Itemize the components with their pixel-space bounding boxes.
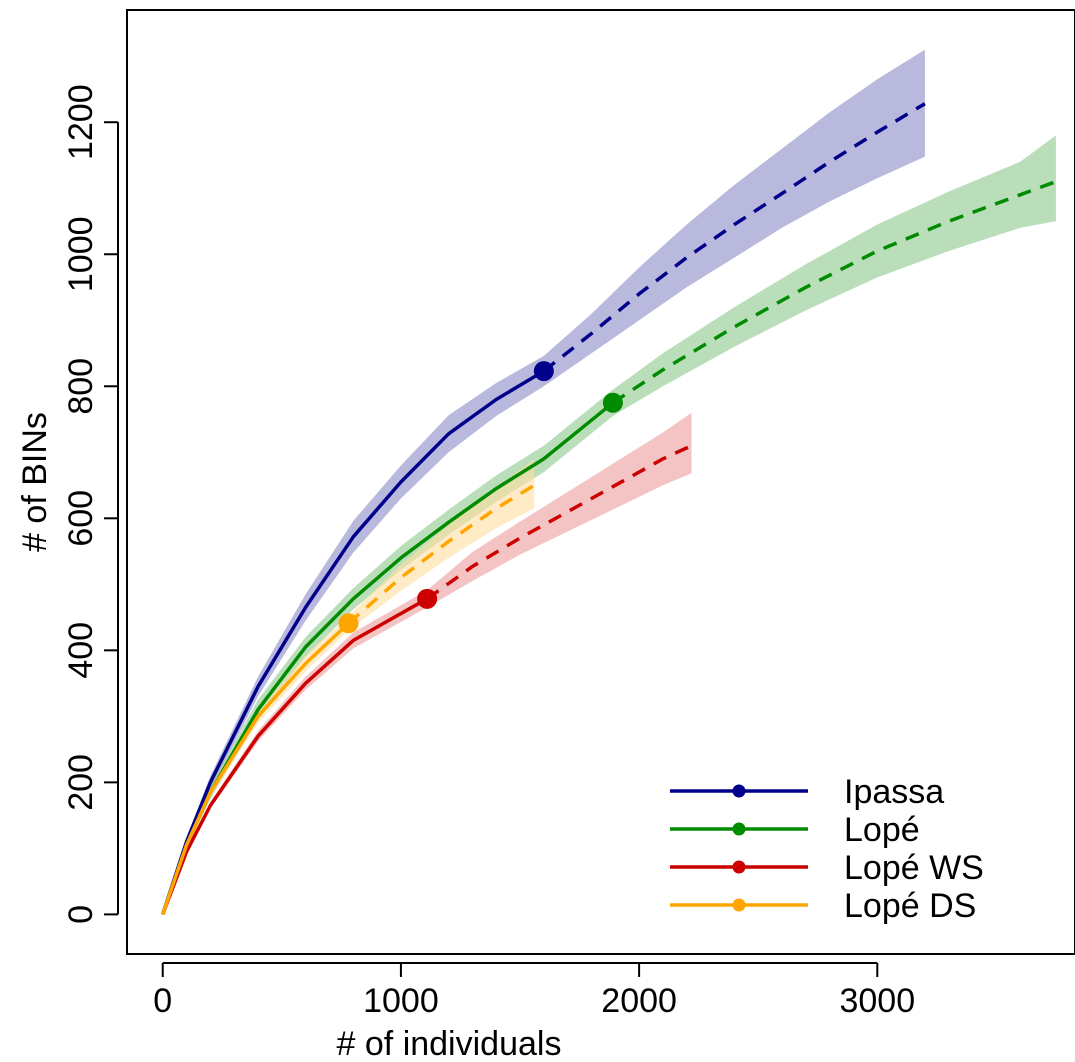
observed-points	[338, 361, 623, 634]
band-lope-ws	[162, 412, 692, 915]
point-ipassa	[533, 361, 554, 382]
legend-marker-lope-ws	[732, 860, 746, 874]
line-dashed-lope-ds	[347, 483, 536, 625]
x-tick-label: 1000	[363, 982, 439, 1020]
y-tick-label: 600	[62, 490, 100, 547]
confidence-bands	[162, 49, 1056, 915]
series-lines	[161, 102, 1057, 916]
legend-marker-lope-ds	[732, 898, 746, 912]
line-solid-ipassa	[161, 369, 545, 915]
line-solid-lope-ws	[161, 597, 428, 916]
legend-label-lope-ws: Lopé WS	[844, 849, 984, 887]
y-tick-label: 1000	[62, 216, 100, 292]
y-tick-label: 800	[62, 358, 100, 415]
line-solid-lope-ds	[161, 622, 350, 915]
point-lope-ds	[338, 613, 359, 634]
x-axis-title: # of individuals	[337, 1025, 562, 1062]
legend-marker-ipassa	[732, 784, 746, 798]
line-dashed-lope	[611, 179, 1057, 405]
y-tick-label: 400	[62, 622, 100, 679]
x-tick-label: 3000	[839, 982, 915, 1020]
legend-label-lope: Lopé	[844, 811, 920, 849]
band-lope	[162, 135, 1056, 915]
x-tick-label: 0	[153, 982, 172, 1020]
plot-frame	[126, 9, 1075, 955]
y-axis-title: # of BINs	[16, 412, 54, 552]
x-axis: 0 1000 2000 3000	[153, 962, 915, 1020]
y-tick-label: 200	[62, 754, 100, 811]
y-axis: 0 200 400 600 800 1000 1200	[62, 84, 119, 924]
line-dashed-ipassa	[542, 102, 926, 373]
point-lope	[602, 392, 623, 413]
y-tick-label: 1200	[62, 84, 100, 160]
band-lope-ds	[162, 458, 535, 915]
line-solid-lope	[161, 401, 615, 915]
point-lope-ws	[417, 588, 438, 609]
y-tick-label: 0	[62, 905, 100, 924]
legend-label-ipassa: Ipassa	[844, 773, 944, 811]
legend-marker-lope	[732, 822, 746, 836]
line-dashed-lope-ws	[426, 444, 693, 601]
band-ipassa	[162, 49, 925, 915]
legend-label-lope-ds: Lopé DS	[844, 887, 976, 925]
x-tick-label: 2000	[601, 982, 677, 1020]
